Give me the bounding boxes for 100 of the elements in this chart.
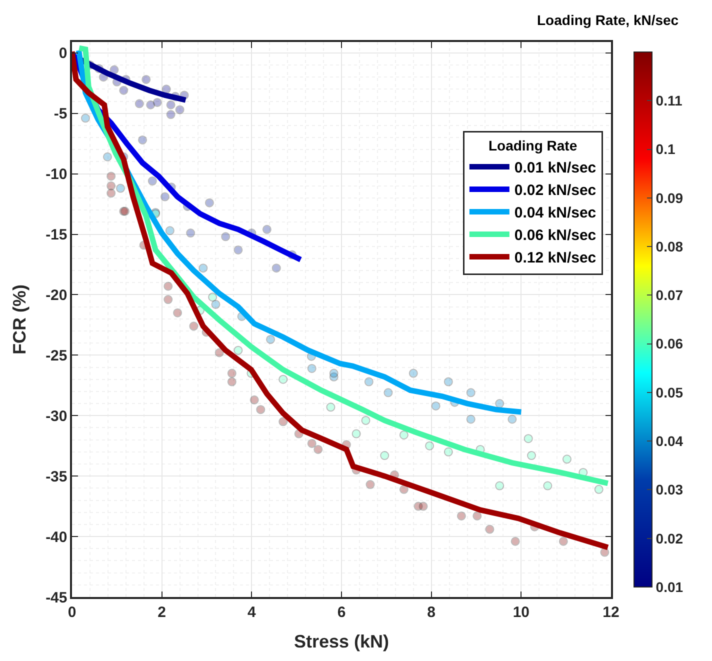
x-axis-title: Stress (kN) (294, 631, 390, 652)
y-tick-label: -10 (46, 166, 68, 184)
point (272, 264, 281, 273)
point (234, 245, 243, 254)
point (485, 524, 494, 534)
color-bar-label: 0.01 (656, 578, 684, 595)
point (384, 388, 393, 398)
point (326, 402, 336, 412)
point (352, 429, 361, 438)
y-tick-label: -45 (46, 589, 68, 606)
point (116, 184, 126, 193)
point (106, 188, 116, 198)
legend-label: 0.01 kN/sec (514, 160, 596, 177)
point (466, 388, 476, 398)
point (173, 308, 182, 318)
point (495, 399, 504, 408)
point (278, 374, 288, 384)
point (110, 65, 119, 74)
point (418, 502, 428, 511)
point (227, 368, 236, 378)
point (444, 377, 453, 386)
y-tick-label: -15 (46, 226, 68, 244)
point (250, 395, 259, 404)
point (119, 86, 128, 95)
point (106, 181, 116, 190)
point (408, 368, 418, 378)
x-tick-label: 4 (248, 604, 256, 621)
point (208, 292, 218, 302)
point (266, 334, 276, 344)
y-tick-label: -20 (46, 286, 68, 304)
legend-label: 0.02 kN/sec (514, 182, 596, 200)
point (456, 511, 466, 520)
point (594, 484, 604, 494)
y-tick-label: 0 (58, 45, 68, 62)
point (166, 100, 176, 110)
point (227, 377, 236, 386)
point (444, 447, 453, 456)
color-bar-title: Loading Rate, kN/sec (537, 12, 679, 28)
point (425, 441, 434, 450)
point (466, 414, 476, 424)
legend-title: Loading Rate (488, 138, 578, 154)
point (214, 348, 224, 358)
point (234, 346, 243, 355)
point (102, 152, 112, 162)
point (162, 84, 171, 94)
point (106, 172, 116, 181)
color-bar-label: 0.05 (656, 384, 684, 400)
color-bar-label: 0.04 (656, 432, 684, 449)
color-bar-label: 0.1 (656, 141, 676, 158)
color-bar-label: 0.02 (656, 530, 684, 546)
x-tick-label: 6 (337, 604, 346, 621)
point (164, 282, 173, 291)
point (314, 444, 323, 454)
x-tick-label: 8 (427, 604, 436, 621)
point (431, 401, 440, 410)
point (175, 105, 184, 114)
point (134, 99, 144, 108)
point (198, 264, 208, 273)
x-tick-label: 2 (158, 604, 166, 621)
point (508, 414, 517, 424)
point (160, 192, 170, 202)
legend-label: 0.06 kN/sec (514, 227, 596, 244)
point (307, 364, 316, 373)
point (361, 416, 370, 425)
x-tick-label: 10 (512, 604, 530, 621)
point (307, 438, 316, 448)
y-tick-label: -35 (46, 468, 68, 486)
color-bar-label: 0.03 (656, 482, 684, 498)
point (221, 232, 230, 242)
point (543, 481, 552, 490)
point (399, 484, 408, 494)
color-bar-label: 0.11 (656, 92, 682, 109)
point (204, 198, 214, 208)
point (166, 110, 176, 120)
point (510, 536, 520, 546)
point (165, 226, 174, 236)
point (262, 224, 272, 234)
point (189, 322, 198, 331)
point (80, 114, 90, 123)
point (380, 451, 390, 460)
point (527, 451, 536, 460)
color-bar-label: 0.08 (656, 238, 684, 254)
point (256, 405, 266, 414)
color-bar-label: 0.09 (656, 190, 684, 206)
point (329, 368, 338, 378)
color-bar-label: 0.07 (656, 287, 684, 304)
point (472, 511, 482, 520)
point (558, 536, 568, 546)
y-tick-label: -5 (54, 106, 68, 123)
legend-label: 0.04 kN/sec (514, 204, 596, 222)
y-tick-label: -25 (46, 347, 68, 364)
point (399, 430, 408, 440)
y-tick-label: -40 (46, 528, 68, 546)
point (148, 176, 157, 186)
point (524, 434, 533, 444)
point (164, 295, 173, 304)
legend-label: 0.12 kN/sec (514, 250, 596, 267)
point (152, 98, 162, 107)
y-tick-label: -30 (46, 408, 68, 425)
point (138, 135, 148, 144)
